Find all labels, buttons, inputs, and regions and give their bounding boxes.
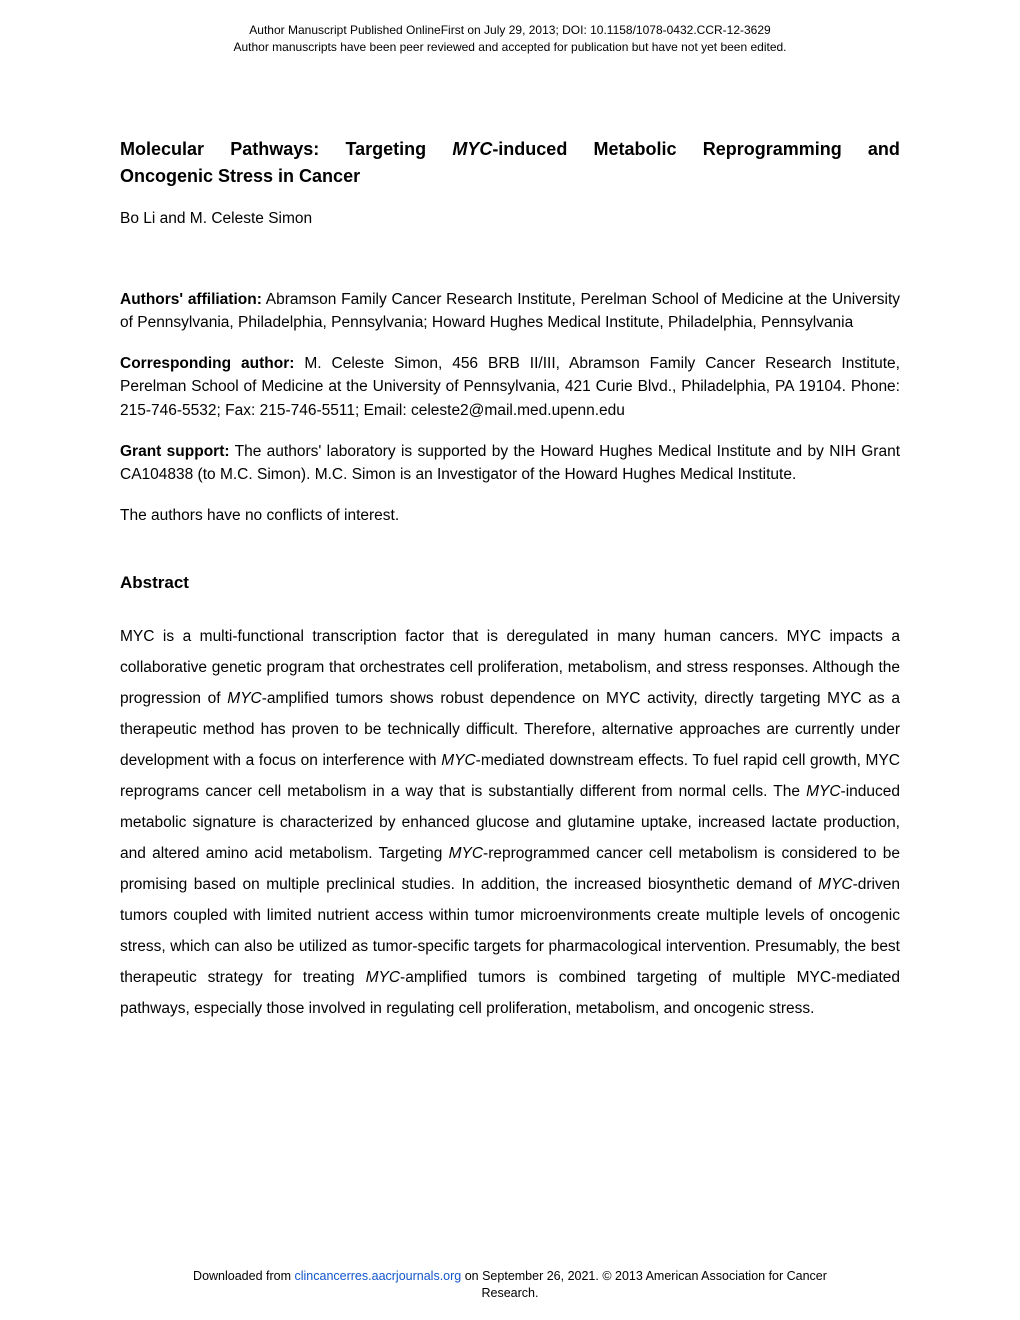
abstract-italic-myc: MYC bbox=[227, 690, 261, 707]
title-line-2: Oncogenic Stress in Cancer bbox=[120, 163, 900, 190]
page-content: Molecular Pathways: Targeting MYC-induce… bbox=[0, 56, 1020, 1024]
grant-label: Grant support: bbox=[120, 443, 230, 460]
title-word-suffix: -induced bbox=[492, 139, 567, 159]
title-word: MYC-induced bbox=[452, 136, 567, 163]
affiliation-para: Authors' affiliation: Abramson Family Ca… bbox=[120, 288, 900, 335]
grant-para: Grant support: The authors' laboratory i… bbox=[120, 440, 900, 487]
title-word: Pathways: bbox=[230, 136, 319, 163]
abstract-italic-myc: MYC bbox=[806, 783, 840, 800]
page-footer: Downloaded from clincancerres.aacrjourna… bbox=[0, 1268, 1020, 1302]
header-line-1: Author Manuscript Published OnlineFirst … bbox=[0, 22, 1020, 39]
title-word: Metabolic bbox=[594, 136, 677, 163]
footer-prefix: Downloaded from bbox=[193, 1269, 294, 1283]
conflicts-para: The authors have no conflicts of interes… bbox=[120, 504, 900, 527]
title-word: and bbox=[868, 136, 900, 163]
corresponding-label: Corresponding author: bbox=[120, 355, 294, 372]
affiliation-label: Authors' affiliation: bbox=[120, 291, 262, 308]
grant-text: The authors' laboratory is supported by … bbox=[120, 443, 900, 483]
title-word: Targeting bbox=[345, 136, 426, 163]
footer-link[interactable]: clincancerres.aacrjournals.org bbox=[295, 1269, 462, 1283]
article-title: Molecular Pathways: Targeting MYC-induce… bbox=[120, 136, 900, 190]
corresponding-para: Corresponding author: M. Celeste Simon, … bbox=[120, 352, 900, 422]
author-names: Bo Li and M. Celeste Simon bbox=[120, 210, 900, 228]
footer-mid: on September 26, 2021. © 2013 American A… bbox=[461, 1269, 827, 1283]
abstract-body: MYC is a multi-functional transcription … bbox=[120, 621, 900, 1024]
abstract-heading: Abstract bbox=[120, 573, 900, 593]
header-line-2: Author manuscripts have been peer review… bbox=[0, 39, 1020, 56]
title-italic: MYC bbox=[452, 139, 492, 159]
abstract-italic-myc: MYC bbox=[366, 969, 400, 986]
title-word: Reprogramming bbox=[703, 136, 842, 163]
footer-line-2: Research. bbox=[482, 1286, 539, 1300]
abstract-italic-myc: MYC bbox=[441, 752, 475, 769]
abstract-italic-myc: MYC bbox=[449, 845, 483, 862]
abstract-italic-myc: MYC bbox=[818, 876, 852, 893]
title-line-1: Molecular Pathways: Targeting MYC-induce… bbox=[120, 136, 900, 163]
title-word: Molecular bbox=[120, 136, 204, 163]
manuscript-header: Author Manuscript Published OnlineFirst … bbox=[0, 0, 1020, 56]
